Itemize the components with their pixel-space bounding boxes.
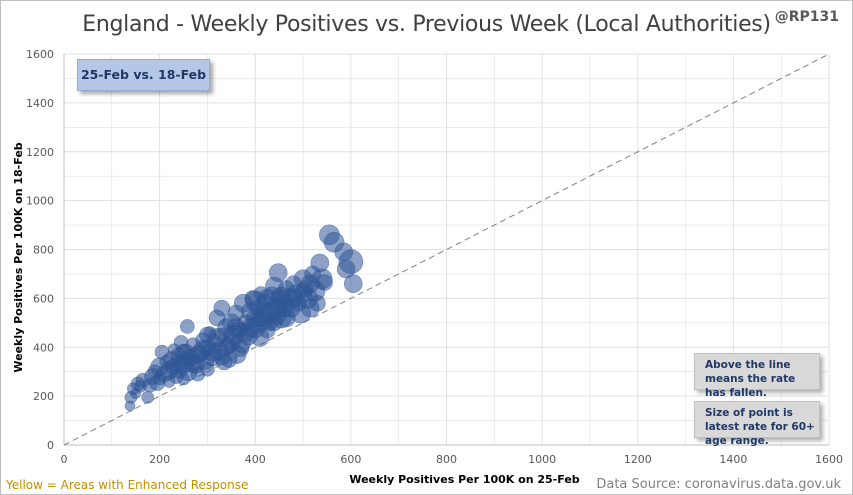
- chart-title: England - Weekly Positives vs. Previous …: [82, 12, 771, 37]
- x-tick-label: 1200: [624, 453, 652, 466]
- y-axis-label: Weekly Positives Per 100K on 18-Feb: [12, 142, 25, 372]
- note-above-line: Above the line means the rate has fallen…: [694, 353, 820, 399]
- y-tick-label: 1600: [26, 48, 54, 61]
- data-point: [175, 343, 192, 361]
- data-point: [277, 308, 296, 328]
- footer-enhanced-response-note: Yellow = Areas with Enhanced Response: [6, 478, 249, 492]
- data-point: [268, 263, 288, 283]
- x-axis-label: Weekly Positives Per 100K on 25-Feb: [349, 473, 579, 486]
- gridlines: [63, 53, 830, 446]
- y-tick-label: 800: [33, 244, 54, 257]
- x-tick-label: 400: [245, 453, 266, 466]
- data-point: [165, 358, 183, 376]
- x-tick-label: 1400: [719, 453, 747, 466]
- x-tick-label: 1000: [528, 453, 556, 466]
- note-point-size: Size of point is latest rate for 60+ age…: [694, 401, 820, 447]
- y-tick-label: 1200: [26, 146, 54, 159]
- x-tick-label: 0: [61, 453, 68, 466]
- data-point: [141, 391, 154, 404]
- scatter-points: [124, 224, 364, 412]
- data-point: [343, 274, 363, 294]
- y-tick-label: 1400: [26, 97, 54, 110]
- y-tick-label: 1000: [26, 195, 54, 208]
- data-point: [184, 356, 202, 373]
- footer-data-source: Data Source: coronavirus.data.gov.uk: [596, 477, 841, 492]
- author-handle: @RP131: [774, 9, 839, 25]
- x-tick-label: 600: [340, 453, 361, 466]
- x-tick-label: 200: [149, 453, 170, 466]
- axes: [63, 54, 829, 446]
- data-point: [220, 351, 238, 368]
- y-tick-label: 200: [33, 390, 54, 403]
- data-point: [180, 319, 195, 334]
- tick-labels: 0 200 400 600 800 1000 1200 1400 1600 0 200 400 600 8…: [26, 48, 843, 466]
- data-point: [316, 274, 333, 291]
- date-comparison-box: 25-Feb vs. 18-Feb: [77, 59, 210, 91]
- y-tick-label: 600: [33, 292, 54, 305]
- x-tick-label: 1600: [815, 453, 843, 466]
- data-point: [232, 340, 250, 357]
- y-tick-label: 400: [33, 341, 54, 354]
- data-point: [213, 299, 231, 317]
- data-point: [244, 290, 266, 312]
- data-point: [236, 323, 255, 342]
- data-point: [334, 242, 354, 262]
- data-point: [300, 298, 320, 318]
- x-tick-label: 800: [436, 453, 457, 466]
- y-tick-label: 0: [47, 439, 54, 452]
